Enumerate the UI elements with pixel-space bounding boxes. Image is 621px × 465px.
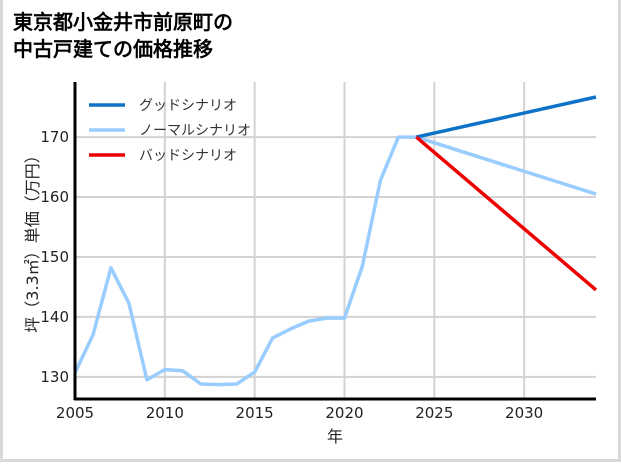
x-tick-label: 2005 bbox=[56, 404, 94, 422]
x-tick-label: 2030 bbox=[505, 404, 543, 422]
series-line bbox=[415, 95, 597, 139]
series-line bbox=[73, 135, 597, 387]
legend-label: バッドシナリオ bbox=[139, 148, 237, 164]
series-lines bbox=[73, 95, 598, 387]
tick-labels: 2005 2010 2015 2020 2025 2030 130 140 150 160 170 bbox=[40, 128, 543, 422]
x-tick-label: 2015 bbox=[236, 404, 274, 422]
y-tick-label: 130 bbox=[40, 368, 69, 386]
title-line-2: 中古戸建ての価格推移 bbox=[13, 37, 213, 61]
x-tick-label: 2020 bbox=[325, 404, 363, 422]
y-axis-label: 坪（3.3㎡）単価（万円） bbox=[23, 147, 42, 332]
y-tick-label: 160 bbox=[40, 188, 69, 206]
series-line bbox=[415, 135, 598, 292]
axes bbox=[73, 82, 596, 401]
y-tick-label: 170 bbox=[40, 128, 69, 146]
x-axis-label: 年 bbox=[327, 427, 343, 446]
y-tick-label: 140 bbox=[40, 308, 69, 326]
chart-title: 東京都小金井市前原町の 中古戸建ての価格推移 bbox=[13, 9, 233, 63]
legend-label: グッドシナリオ bbox=[139, 98, 237, 114]
x-tick-label: 2010 bbox=[146, 404, 184, 422]
title-line-1: 東京都小金井市前原町の bbox=[13, 10, 233, 34]
legend-label: ノーマルシナリオ bbox=[139, 123, 251, 139]
y-tick-label: 150 bbox=[40, 248, 69, 266]
x-tick-label: 2025 bbox=[415, 404, 453, 422]
